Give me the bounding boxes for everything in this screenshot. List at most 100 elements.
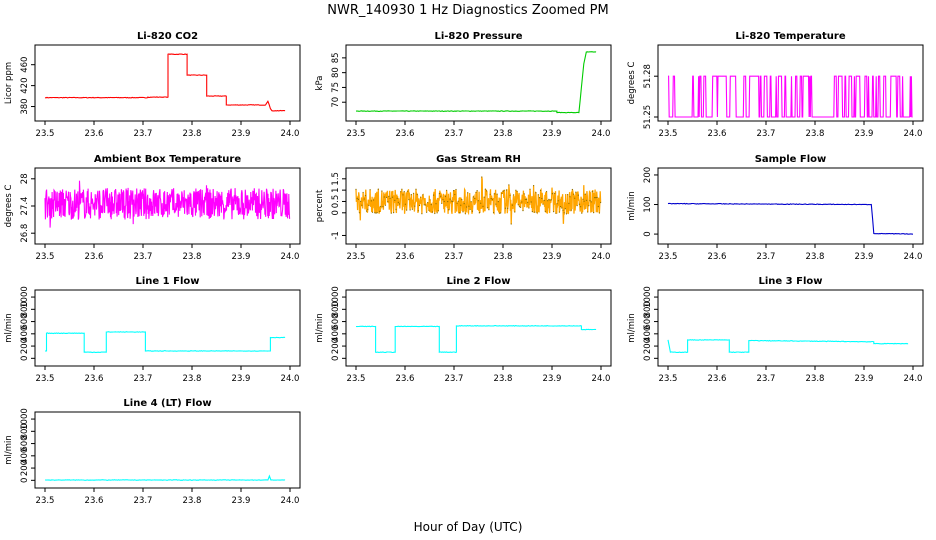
y-tick-label: 1000 <box>20 286 30 308</box>
rh-data-point <box>528 207 530 209</box>
rh-data-point <box>422 194 424 196</box>
x-tick-label: 24.0 <box>281 496 300 506</box>
rh-data-point <box>449 198 451 200</box>
x-tick-label: 23.7 <box>445 252 464 262</box>
rh-data-point <box>364 195 366 197</box>
rh-data-point <box>583 200 585 202</box>
panel-box_temp: Ambient Box Temperature degrees C 23.5 23.6… <box>4 154 301 262</box>
panel-line1: Line 1 Flow ml/min 23.5 23.6 23.7 23.8 23.9 24.… <box>4 276 301 384</box>
rh-data-point <box>431 211 433 213</box>
rh-data-point <box>362 191 364 194</box>
rh-data-point <box>442 199 444 201</box>
rh-data-point <box>409 209 411 211</box>
panel-title: Line 4 (LT) Flow <box>123 398 211 409</box>
rh-data-point <box>560 206 562 208</box>
x-tick-label: 23.8 <box>806 374 825 384</box>
rh-data-point <box>470 201 472 203</box>
y-axis-label: kPa <box>315 76 325 91</box>
rh-data-point <box>535 192 537 194</box>
x-tick-label: 24.0 <box>281 252 300 262</box>
rh-data-point <box>363 198 365 200</box>
rh-data-point <box>534 211 536 213</box>
y-tick-label: 0 <box>643 356 653 361</box>
rh-data-point <box>435 203 437 205</box>
y-tick-label: 0 <box>643 231 653 236</box>
series-line-sample_flow <box>667 202 914 235</box>
rh-data-point <box>464 213 466 215</box>
rh-data-point <box>370 200 372 202</box>
rh-data-point <box>415 188 417 190</box>
panel-sample_flow: Sample Flow ml/min 23.5 23.6 23.7 23.8 23.9 24.… <box>627 154 924 262</box>
rh-data-point <box>505 189 508 191</box>
x-tick-label: 23.5 <box>36 129 55 139</box>
rh-data-point <box>355 188 357 190</box>
rh-data-point <box>410 194 412 196</box>
rh-data-point <box>471 210 473 212</box>
y-tick-label: 51.28 <box>643 64 653 88</box>
plot-frame <box>345 167 612 245</box>
rh-data-point <box>493 212 495 214</box>
series-line-licor_temp <box>668 75 913 118</box>
rh-data-point <box>589 200 591 202</box>
panel-line2: Line 2 Flow ml/min 23.5 23.6 23.7 23.8 23.9 24.… <box>315 276 612 384</box>
rh-data-point <box>485 190 488 192</box>
rh-data-point <box>562 209 564 211</box>
y-tick-label: 1.5 <box>331 172 341 186</box>
panel-rh: Gas Stream RH percent 23.5 23.6 23.7 23.8 23.9… <box>315 154 612 262</box>
rh-data-point <box>489 193 491 195</box>
series-line-box_temp <box>44 180 291 228</box>
x-tick-label: 23.6 <box>396 374 415 384</box>
rh-data-point <box>438 193 441 195</box>
rh-data-point <box>397 201 399 203</box>
rh-data-point <box>564 208 566 210</box>
x-tick-label: 23.5 <box>36 252 55 262</box>
x-tick-label: 23.9 <box>232 374 251 384</box>
rh-data-point <box>488 209 490 211</box>
x-tick-label: 24.0 <box>904 129 923 139</box>
rh-data-point <box>500 212 502 214</box>
rh-data-point <box>537 194 539 196</box>
x-tick-label: 24.0 <box>592 129 611 139</box>
rh-data-point <box>417 210 419 212</box>
x-tick-label: 23.7 <box>134 129 153 139</box>
rh-data-point <box>555 212 557 214</box>
rh-data-point <box>481 176 483 178</box>
y-axis-label: percent <box>315 189 325 222</box>
rh-data-point <box>463 203 465 205</box>
x-tick-label: 23.9 <box>232 496 251 506</box>
plot-frame <box>34 289 301 367</box>
series-line-line1 <box>45 331 286 354</box>
rh-data-point <box>398 203 401 205</box>
rh-data-point <box>521 201 523 203</box>
y-tick-label: 380 <box>20 98 30 114</box>
rh-data-point <box>456 202 458 204</box>
rh-data-point <box>567 194 569 196</box>
rh-data-point <box>487 207 489 209</box>
rh-data-point <box>578 203 581 205</box>
y-tick-label: 0 <box>331 210 341 215</box>
x-tick-label: 23.5 <box>347 252 366 262</box>
y-tick-label: 600 <box>20 313 30 329</box>
rh-data-point <box>467 192 469 194</box>
panel-pressure: Li-820 Pressure kPa 23.5 23.6 23.7 23.8 23.9 24… <box>315 31 612 139</box>
rh-data-point <box>403 191 405 193</box>
y-tick-label: 200 <box>643 167 653 183</box>
rh-data-point <box>451 201 453 203</box>
rh-data-point <box>468 205 470 207</box>
rh-data-point <box>584 193 586 195</box>
panel-title: Sample Flow <box>755 154 827 165</box>
y-tick-label: 1000 <box>643 286 653 308</box>
y-tick-label: 460 <box>20 57 30 73</box>
rh-data-point <box>427 202 429 204</box>
rh-data-point <box>571 188 574 191</box>
rh-data-point <box>590 201 592 203</box>
rh-data-point <box>441 202 443 204</box>
rh-data-point <box>473 196 475 198</box>
rh-data-point <box>418 204 421 207</box>
rh-data-point <box>522 210 524 212</box>
rh-data-point <box>475 191 477 193</box>
rh-data-point <box>381 190 383 192</box>
rh-data-point <box>396 197 398 199</box>
rh-data-point <box>411 208 413 210</box>
